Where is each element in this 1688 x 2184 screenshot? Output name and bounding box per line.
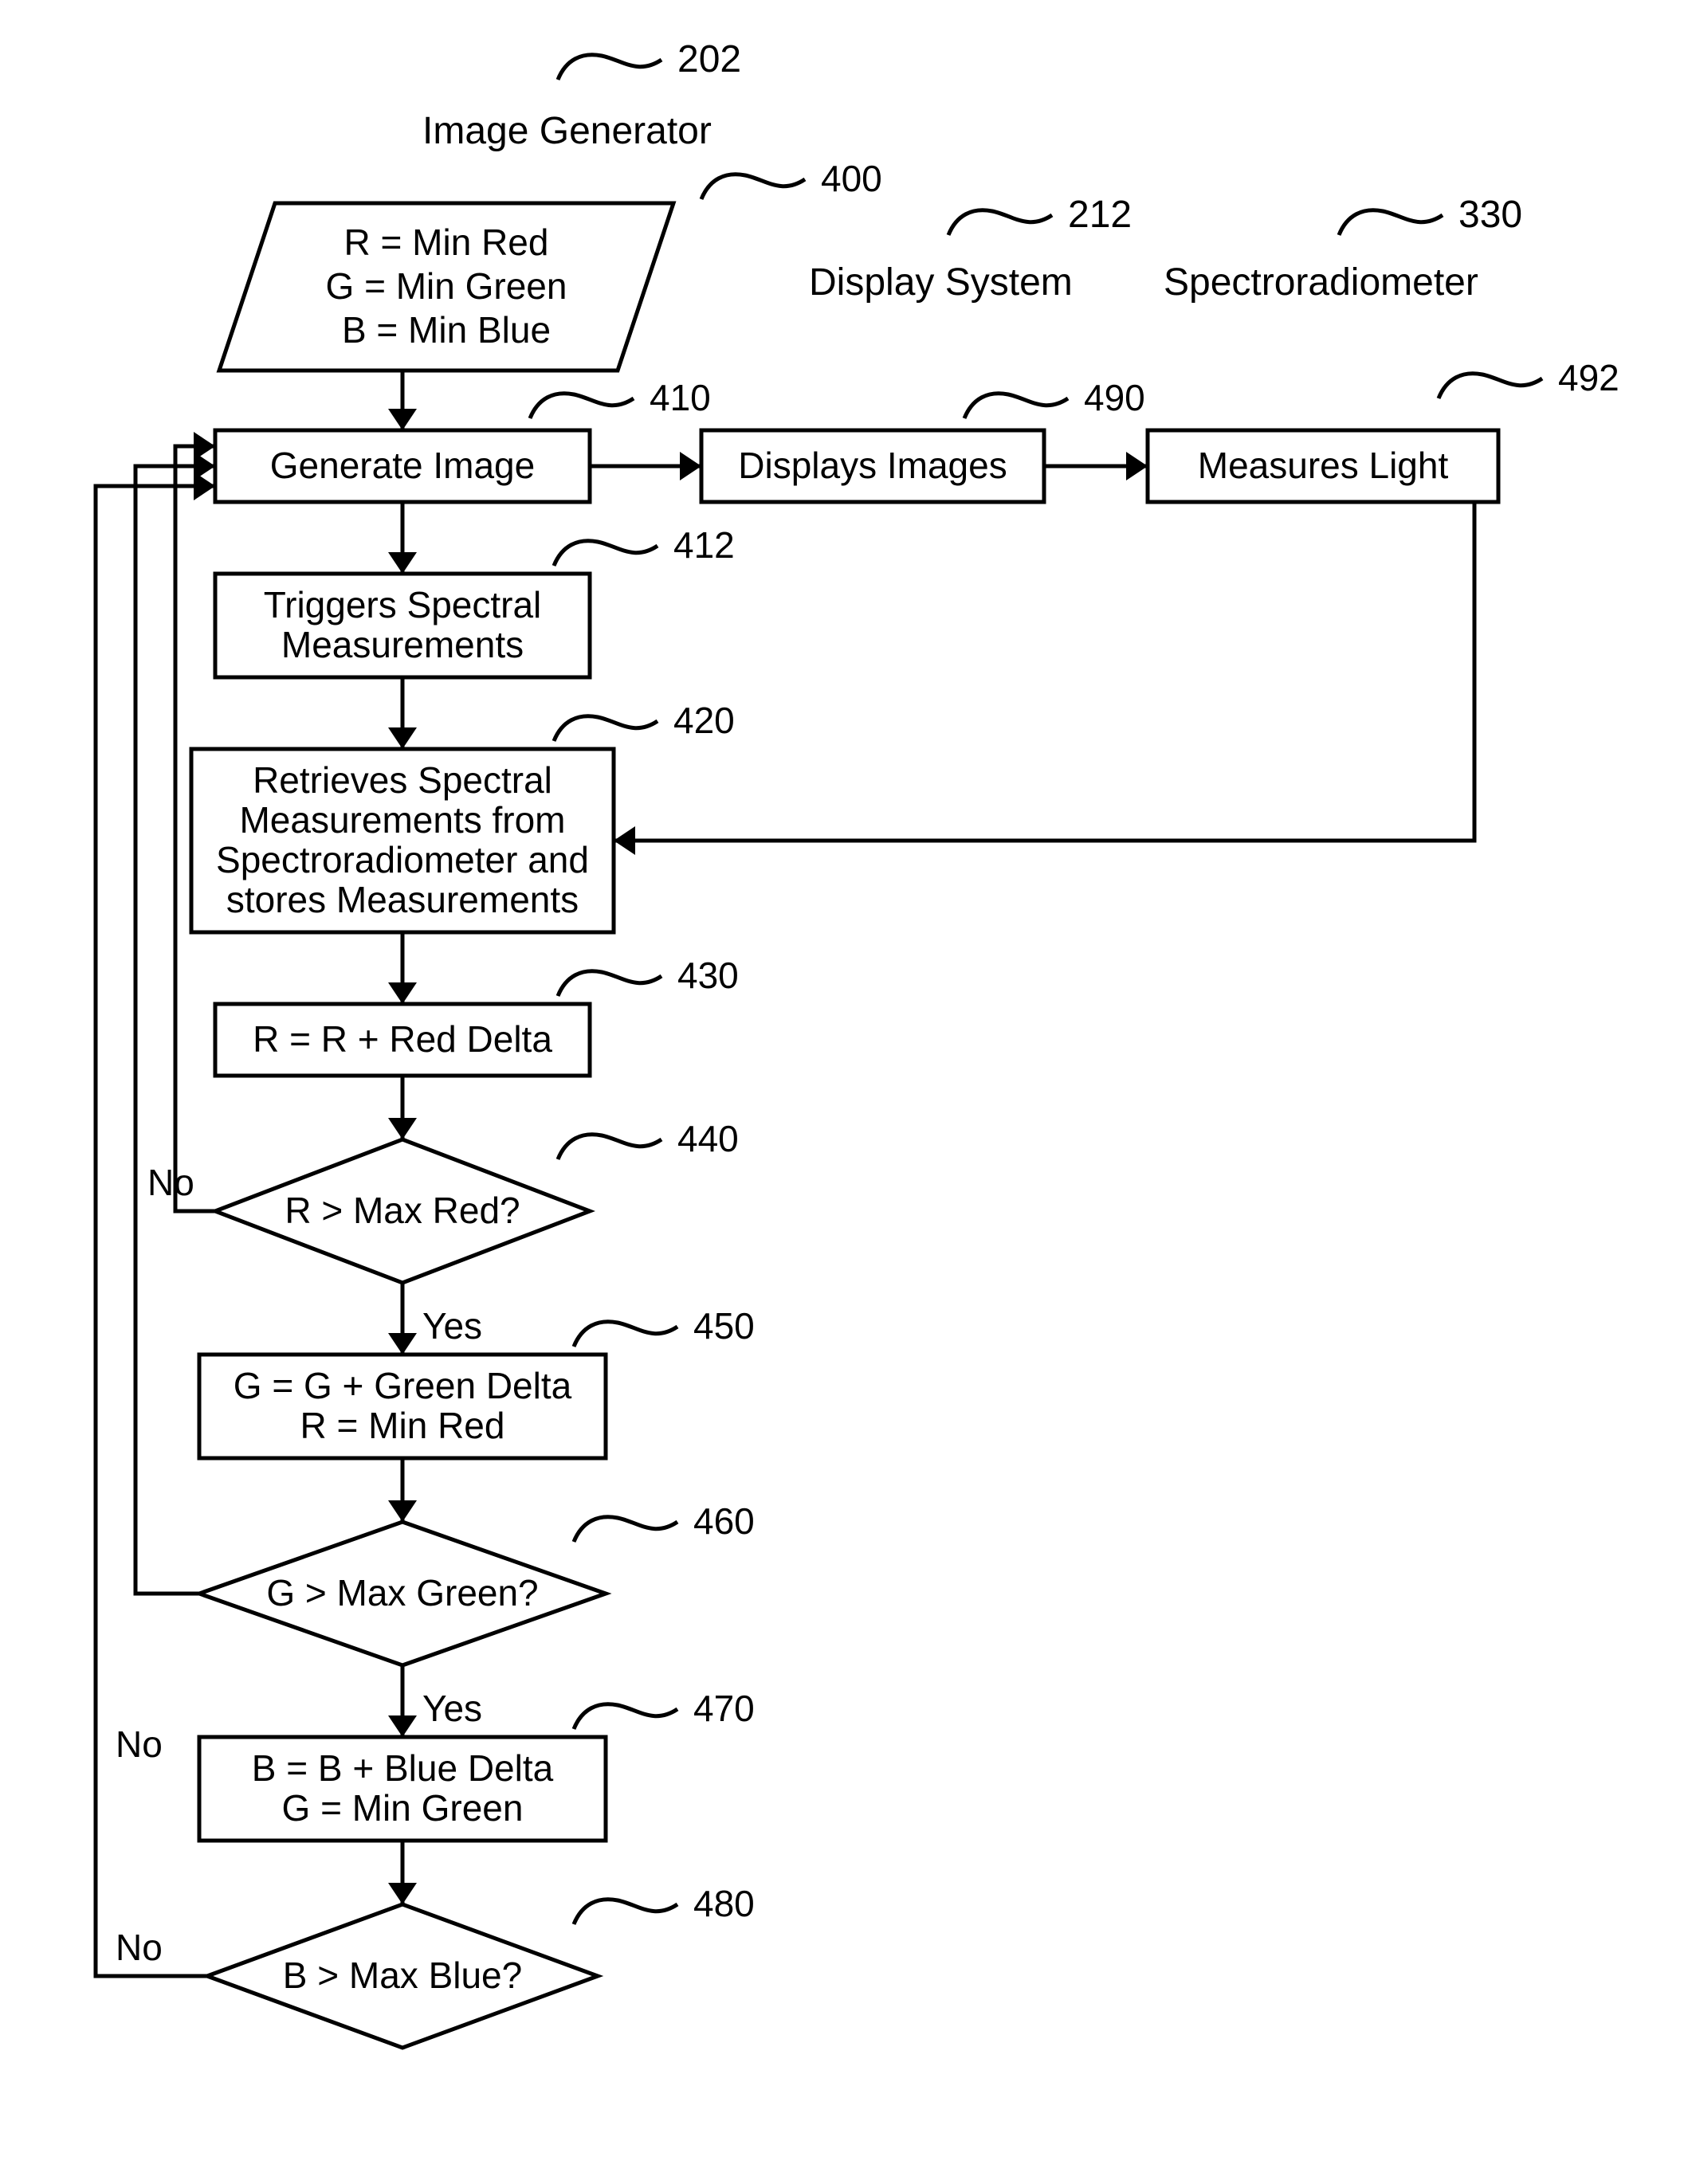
svg-text:412: 412 xyxy=(673,524,735,566)
svg-text:Generate Image: Generate Image xyxy=(270,445,535,486)
svg-text:No: No xyxy=(116,1723,163,1765)
svg-text:202: 202 xyxy=(677,38,741,80)
svg-text:Measures Light: Measures Light xyxy=(1198,445,1449,486)
svg-text:400: 400 xyxy=(821,158,882,199)
svg-text:R = R + Red Delta: R = R + Red Delta xyxy=(253,1018,552,1060)
svg-text:R = Min Red: R = Min Red xyxy=(344,222,549,263)
svg-text:420: 420 xyxy=(673,700,735,741)
svg-text:490: 490 xyxy=(1084,377,1145,418)
svg-text:stores Measurements: stores Measurements xyxy=(226,879,579,920)
svg-text:440: 440 xyxy=(677,1118,739,1159)
svg-text:G = Min Green: G = Min Green xyxy=(326,265,567,307)
flowchart-diagram: 202 Image Generator 212 Display System 330 Sp… xyxy=(0,0,1688,2184)
svg-text:No: No xyxy=(116,1927,163,1968)
svg-text:R > Max Red?: R > Max Red? xyxy=(285,1190,520,1231)
svg-text:G > Max Green?: G > Max Green? xyxy=(266,1572,538,1613)
svg-text:430: 430 xyxy=(677,955,739,996)
svg-text:Measurements from: Measurements from xyxy=(239,799,565,841)
svg-text:480: 480 xyxy=(693,1883,755,1924)
svg-text:G = Min Green: G = Min Green xyxy=(282,1787,524,1829)
svg-text:212: 212 xyxy=(1068,194,1132,236)
svg-text:470: 470 xyxy=(693,1688,755,1729)
svg-text:G = G + Green Delta: G = G + Green Delta xyxy=(234,1365,572,1406)
svg-text:B = B + Blue Delta: B = B + Blue Delta xyxy=(252,1747,554,1789)
svg-text:Yes: Yes xyxy=(422,1305,482,1347)
edge xyxy=(614,502,1474,841)
svg-text:R = Min Red: R = Min Red xyxy=(300,1405,505,1446)
svg-text:Yes: Yes xyxy=(422,1688,482,1729)
node-470: B = B + Blue DeltaG = Min Green xyxy=(199,1737,606,1841)
svg-text:Triggers Spectral: Triggers Spectral xyxy=(264,584,542,625)
node-412: Triggers SpectralMeasurements xyxy=(215,574,590,677)
svg-text:450: 450 xyxy=(693,1305,755,1347)
svg-text:Image Generator: Image Generator xyxy=(422,110,712,152)
svg-text:Displays Images: Displays Images xyxy=(738,445,1007,486)
node-460: G > Max Green? xyxy=(199,1522,606,1665)
svg-text:B > Max Blue?: B > Max Blue? xyxy=(283,1955,522,1996)
node-450: G = G + Green DeltaR = Min Red xyxy=(199,1355,606,1458)
node-400: R = Min RedG = Min GreenB = Min Blue xyxy=(219,203,673,371)
svg-text:410: 410 xyxy=(650,377,711,418)
node-420: Retrieves SpectralMeasurements fromSpect… xyxy=(191,749,614,932)
svg-text:Display System: Display System xyxy=(809,261,1073,304)
svg-text:Measurements: Measurements xyxy=(281,624,524,665)
node-480: B > Max Blue? xyxy=(207,1904,598,2048)
svg-text:330: 330 xyxy=(1458,194,1522,236)
svg-text:460: 460 xyxy=(693,1500,755,1542)
node-430: R = R + Red Delta xyxy=(215,1004,590,1076)
svg-text:492: 492 xyxy=(1558,357,1619,398)
svg-text:Spectroradiometer and: Spectroradiometer and xyxy=(216,839,589,880)
node-440: R > Max Red? xyxy=(215,1139,590,1283)
svg-text:No: No xyxy=(147,1162,194,1203)
svg-text:B = Min Blue: B = Min Blue xyxy=(342,309,551,351)
svg-text:Retrieves Spectral: Retrieves Spectral xyxy=(253,759,552,801)
svg-text:Spectroradiometer: Spectroradiometer xyxy=(1164,261,1478,304)
node-492: Measures Light xyxy=(1148,430,1498,502)
node-490: Displays Images xyxy=(701,430,1044,502)
node-410: Generate Image xyxy=(215,430,590,502)
